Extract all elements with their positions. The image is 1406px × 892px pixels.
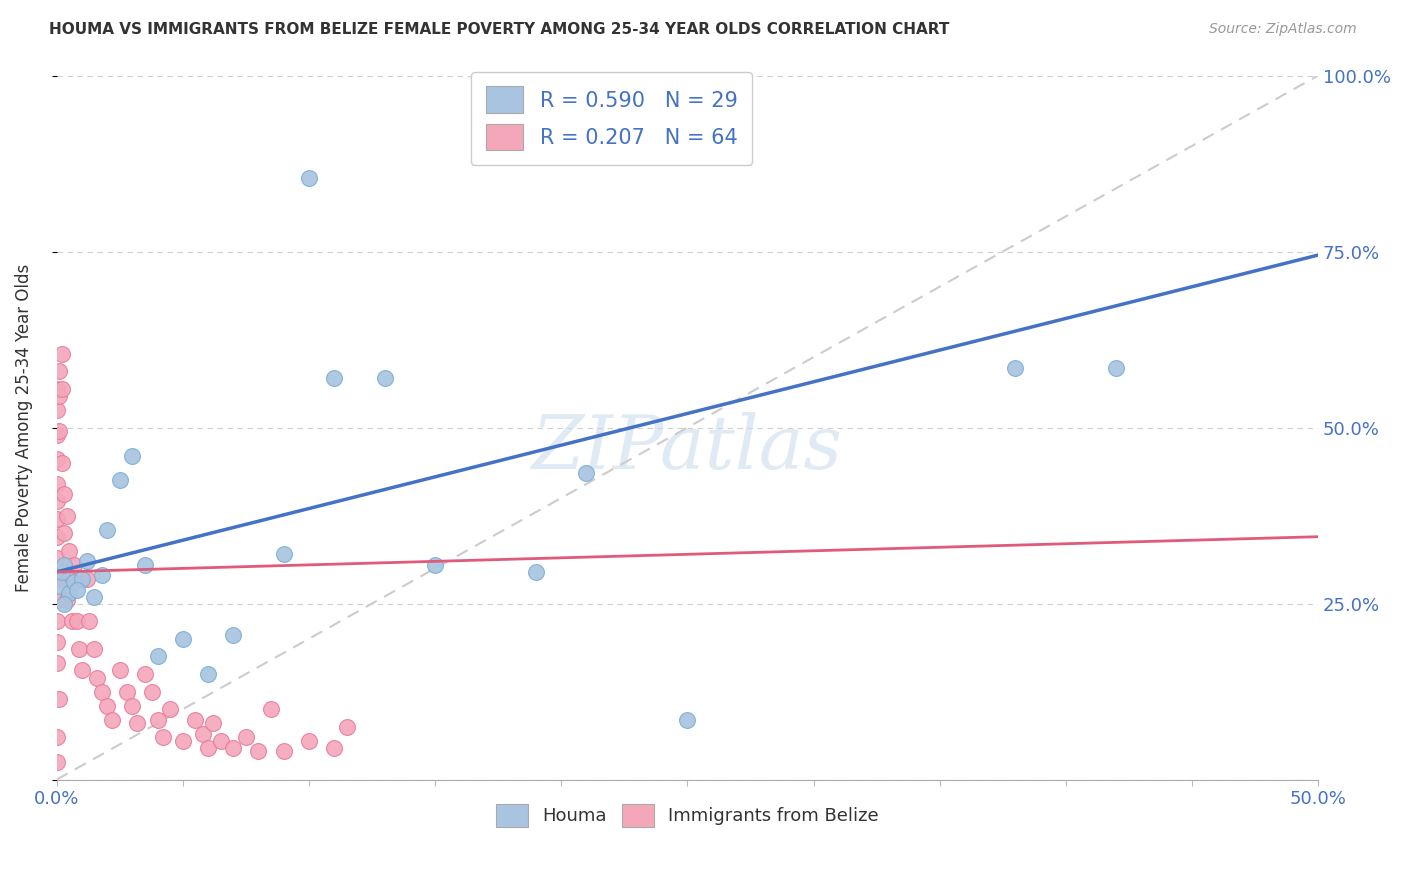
Point: [235, 731, 257, 745]
Point: [48, 691, 70, 706]
Point: [58, 572, 80, 586]
Point: [323, 371, 346, 385]
Point: [51, 565, 73, 579]
Point: [53, 526, 76, 541]
Point: [91, 568, 114, 582]
Point: [191, 727, 214, 741]
Text: Source: ZipAtlas.com: Source: ZipAtlas.com: [1209, 22, 1357, 37]
Point: [146, 713, 169, 727]
Point: [45, 476, 67, 491]
Point: [53, 558, 76, 572]
Point: [58, 586, 80, 600]
Point: [86, 671, 108, 685]
Point: [575, 467, 598, 481]
Point: [127, 716, 149, 731]
Point: [298, 734, 321, 748]
Point: [423, 558, 446, 572]
Point: [222, 740, 245, 755]
Point: [172, 734, 194, 748]
Point: [121, 698, 143, 713]
Point: [55, 508, 77, 523]
Legend: Houma, Immigrants from Belize: Houma, Immigrants from Belize: [488, 797, 886, 834]
Point: [134, 558, 156, 572]
Point: [184, 713, 207, 727]
Point: [209, 734, 232, 748]
Point: [101, 713, 124, 727]
Point: [298, 170, 321, 185]
Point: [172, 632, 194, 646]
Text: HOUMA VS IMMIGRANTS FROM BELIZE FEMALE POVERTY AMONG 25-34 YEAR OLDS CORRELATION: HOUMA VS IMMIGRANTS FROM BELIZE FEMALE P…: [49, 22, 949, 37]
Point: [273, 744, 295, 758]
Point: [45, 614, 67, 628]
Point: [374, 371, 396, 385]
Point: [247, 744, 270, 758]
Point: [55, 593, 77, 607]
Point: [60, 614, 83, 628]
Point: [76, 554, 98, 568]
Point: [141, 684, 163, 698]
Point: [134, 667, 156, 681]
Point: [159, 702, 181, 716]
Point: [67, 642, 90, 657]
Point: [51, 346, 73, 360]
Point: [76, 572, 98, 586]
Point: [58, 543, 80, 558]
Point: [53, 487, 76, 501]
Point: [108, 474, 131, 488]
Point: [48, 389, 70, 403]
Point: [96, 523, 118, 537]
Point: [273, 547, 295, 561]
Point: [108, 664, 131, 678]
Point: [45, 512, 67, 526]
Point: [45, 530, 67, 544]
Point: [96, 698, 118, 713]
Point: [1105, 360, 1128, 375]
Y-axis label: Female Poverty Among 25-34 Year Olds: Female Poverty Among 25-34 Year Olds: [15, 263, 32, 591]
Point: [260, 702, 283, 716]
Point: [51, 456, 73, 470]
Point: [45, 755, 67, 769]
Point: [121, 449, 143, 463]
Point: [63, 575, 86, 590]
Point: [48, 579, 70, 593]
Point: [66, 582, 89, 597]
Point: [48, 364, 70, 378]
Point: [45, 635, 67, 649]
Point: [676, 713, 699, 727]
Point: [70, 664, 93, 678]
Point: [45, 572, 67, 586]
Point: [66, 614, 89, 628]
Point: [45, 731, 67, 745]
Point: [45, 452, 67, 467]
Point: [48, 424, 70, 438]
Point: [524, 565, 547, 579]
Point: [45, 382, 67, 396]
Point: [222, 628, 245, 642]
Point: [45, 593, 67, 607]
Point: [51, 382, 73, 396]
Point: [1004, 360, 1026, 375]
Point: [336, 720, 359, 734]
Point: [83, 590, 105, 604]
Point: [53, 597, 76, 611]
Text: ZIPatlas: ZIPatlas: [531, 412, 842, 485]
Point: [91, 684, 114, 698]
Point: [197, 740, 219, 755]
Point: [117, 684, 139, 698]
Point: [79, 614, 101, 628]
Point: [45, 550, 67, 565]
Point: [63, 558, 86, 572]
Point: [323, 740, 346, 755]
Point: [146, 649, 169, 664]
Point: [152, 731, 174, 745]
Point: [197, 667, 219, 681]
Point: [45, 657, 67, 671]
Point: [83, 642, 105, 657]
Point: [45, 494, 67, 508]
Point: [45, 403, 67, 417]
Point: [45, 427, 67, 442]
Point: [70, 572, 93, 586]
Point: [202, 716, 225, 731]
